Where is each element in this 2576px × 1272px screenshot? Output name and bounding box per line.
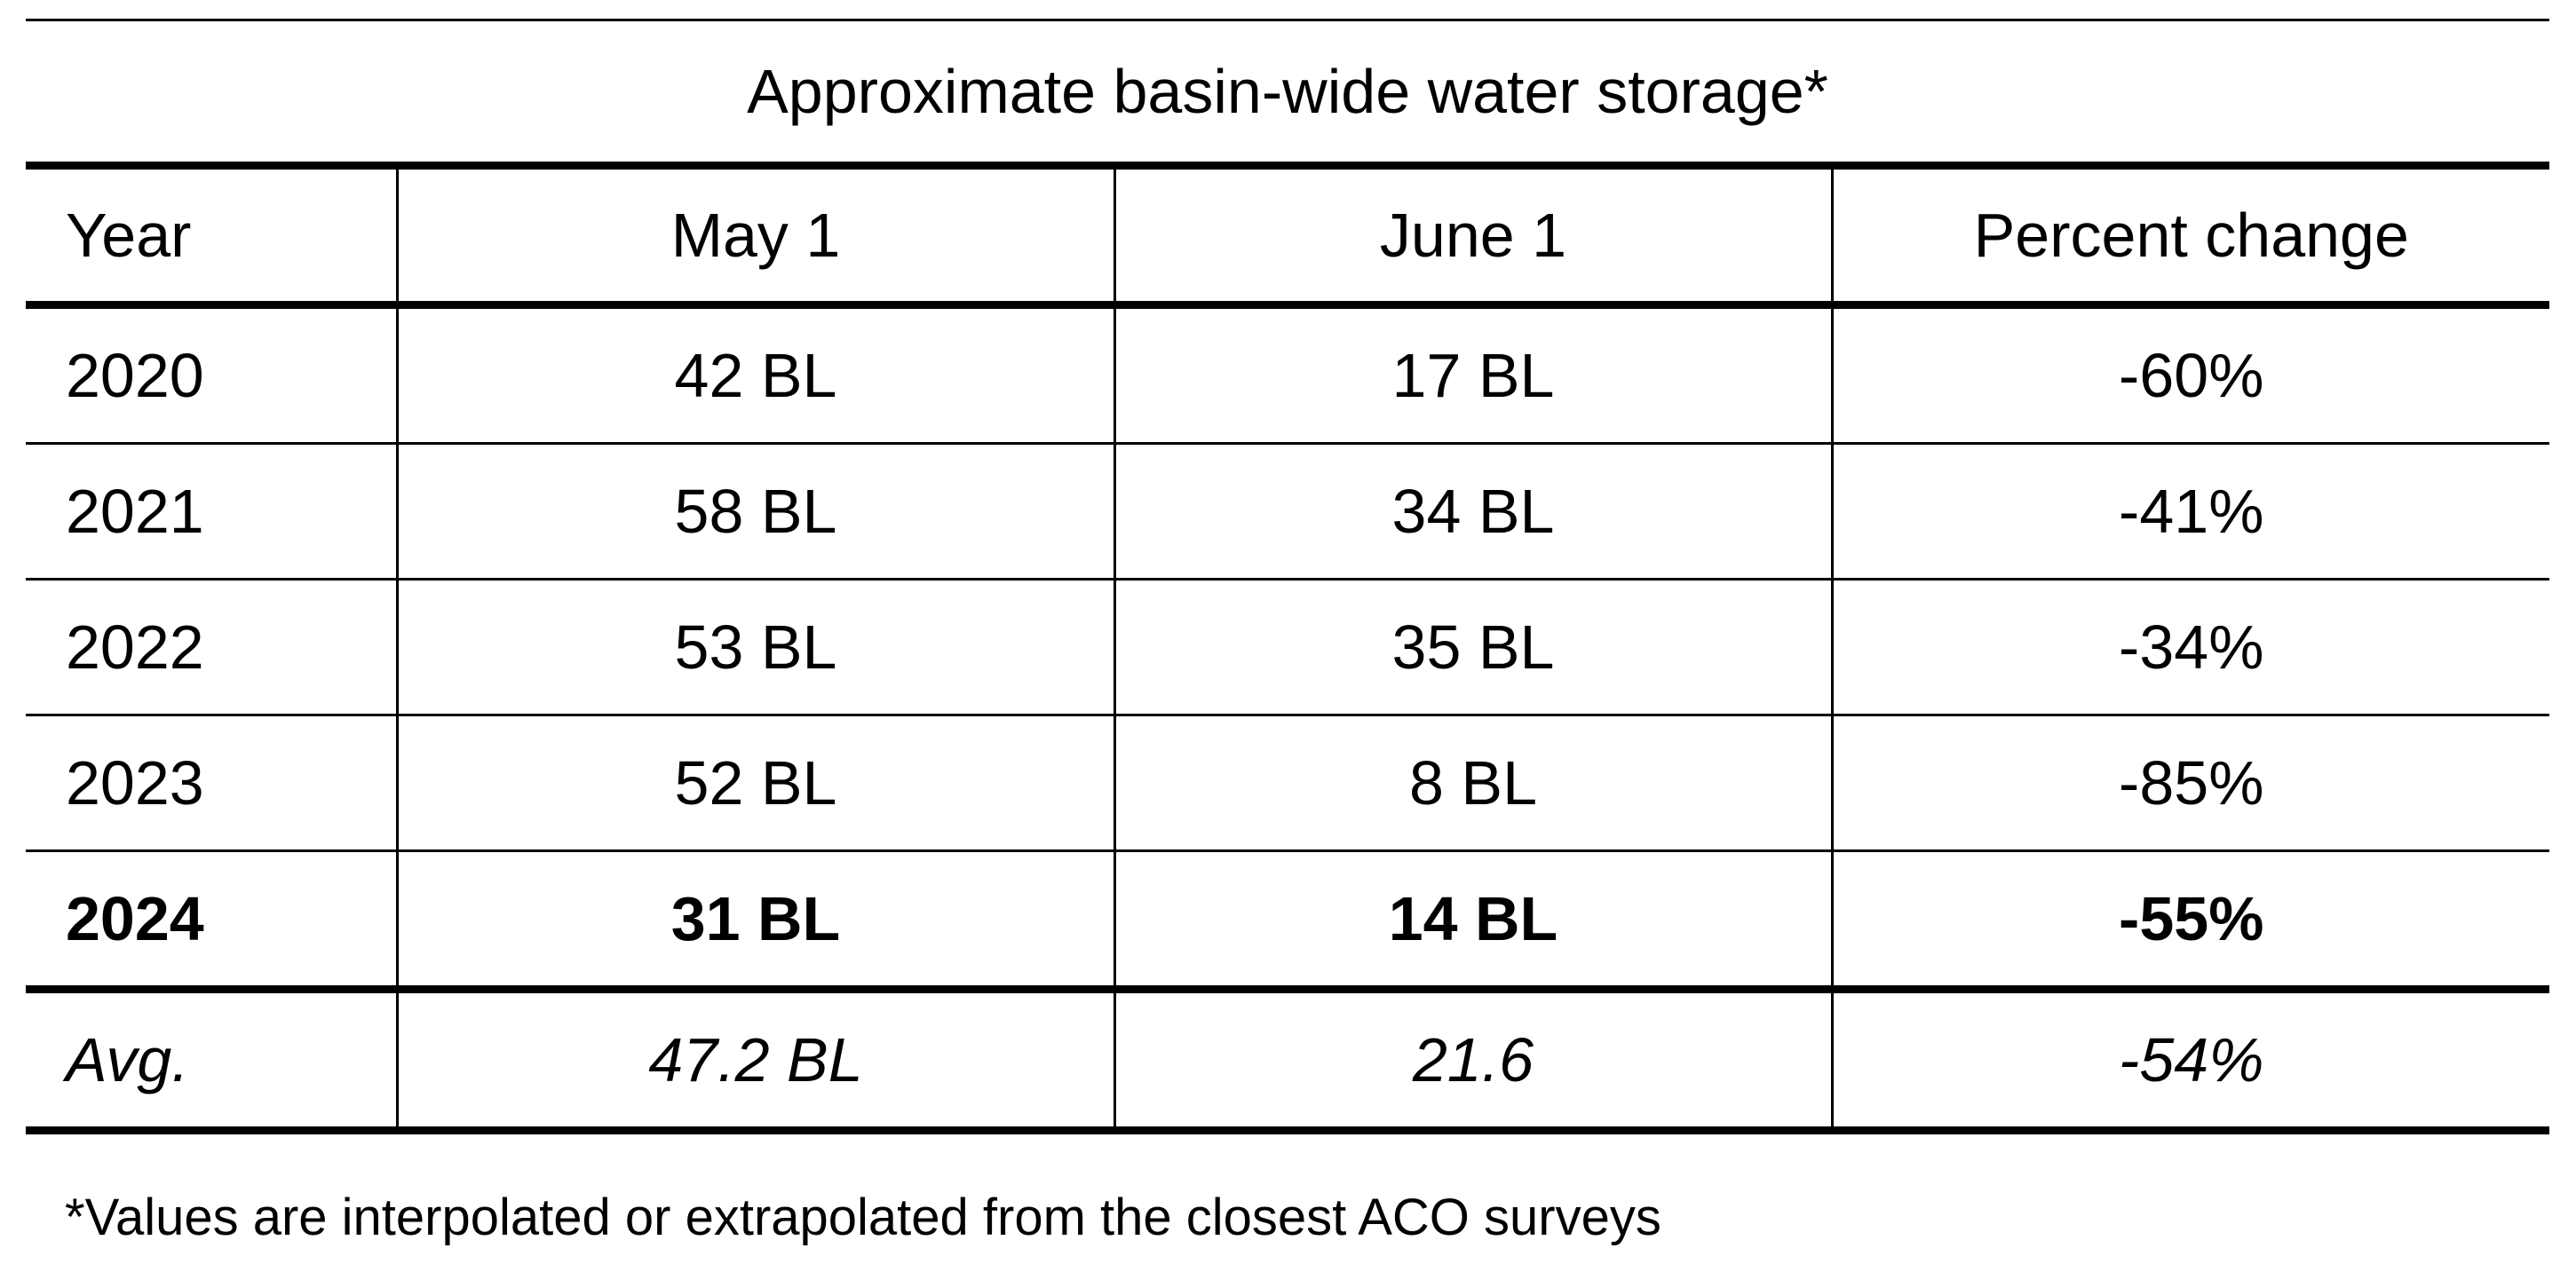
table-footnote: *Values are interpolated or extrapolated… bbox=[65, 1189, 1661, 1246]
cell-percent-change: -34% bbox=[1830, 579, 2550, 716]
cell-percent-change: -54% bbox=[1830, 989, 2550, 1134]
cell-year: Avg. bbox=[26, 989, 397, 1134]
cell-june-1: 17 BL bbox=[1113, 304, 1832, 445]
table-row-average: Avg. 47.2 BL 21.6 -54% bbox=[26, 989, 2550, 1134]
header-year: Year bbox=[26, 162, 397, 309]
cell-june-1: 8 BL bbox=[1113, 715, 1832, 852]
cell-percent-change: -60% bbox=[1830, 304, 2550, 445]
cell-may-1: 42 BL bbox=[395, 304, 1114, 445]
cell-year: 2021 bbox=[26, 443, 397, 581]
header-percent-change: Percent change bbox=[1830, 162, 2550, 309]
cell-may-1: 47.2 BL bbox=[395, 989, 1114, 1134]
cell-june-1: 34 BL bbox=[1113, 443, 1832, 581]
cell-percent-change: -55% bbox=[1830, 850, 2550, 993]
table-title: Approximate basin-wide water storage* bbox=[26, 19, 2550, 166]
cell-year: 2024 bbox=[26, 850, 397, 993]
storage-table: Approximate basin-wide water storage* Ye… bbox=[26, 19, 2550, 1134]
cell-june-1: 21.6 bbox=[1113, 989, 1832, 1134]
cell-may-1: 58 BL bbox=[395, 443, 1114, 581]
header-june-1: June 1 bbox=[1113, 162, 1832, 309]
header-may-1: May 1 bbox=[395, 162, 1114, 309]
cell-percent-change: -85% bbox=[1830, 715, 2550, 852]
table-header-row: Year May 1 June 1 Percent change bbox=[26, 162, 2550, 309]
cell-june-1: 35 BL bbox=[1113, 579, 1832, 716]
table-row-2020: 2020 42 BL 17 BL -60% bbox=[26, 304, 2550, 445]
cell-percent-change: -41% bbox=[1830, 443, 2550, 581]
cell-year: 2020 bbox=[26, 304, 397, 445]
table-row-2024: 2024 31 BL 14 BL -55% bbox=[26, 850, 2550, 993]
cell-may-1: 31 BL bbox=[395, 850, 1114, 993]
table-title-row: Approximate basin-wide water storage* bbox=[26, 19, 2550, 166]
table-row-2023: 2023 52 BL 8 BL -85% bbox=[26, 715, 2550, 852]
cell-june-1: 14 BL bbox=[1113, 850, 1832, 993]
cell-year: 2022 bbox=[26, 579, 397, 716]
cell-may-1: 53 BL bbox=[395, 579, 1114, 716]
cell-may-1: 52 BL bbox=[395, 715, 1114, 852]
table-row-2022: 2022 53 BL 35 BL -34% bbox=[26, 579, 2550, 716]
storage-table-container: Approximate basin-wide water storage* Ye… bbox=[26, 19, 2550, 1134]
cell-year: 2023 bbox=[26, 715, 397, 852]
table-row-2021: 2021 58 BL 34 BL -41% bbox=[26, 443, 2550, 581]
